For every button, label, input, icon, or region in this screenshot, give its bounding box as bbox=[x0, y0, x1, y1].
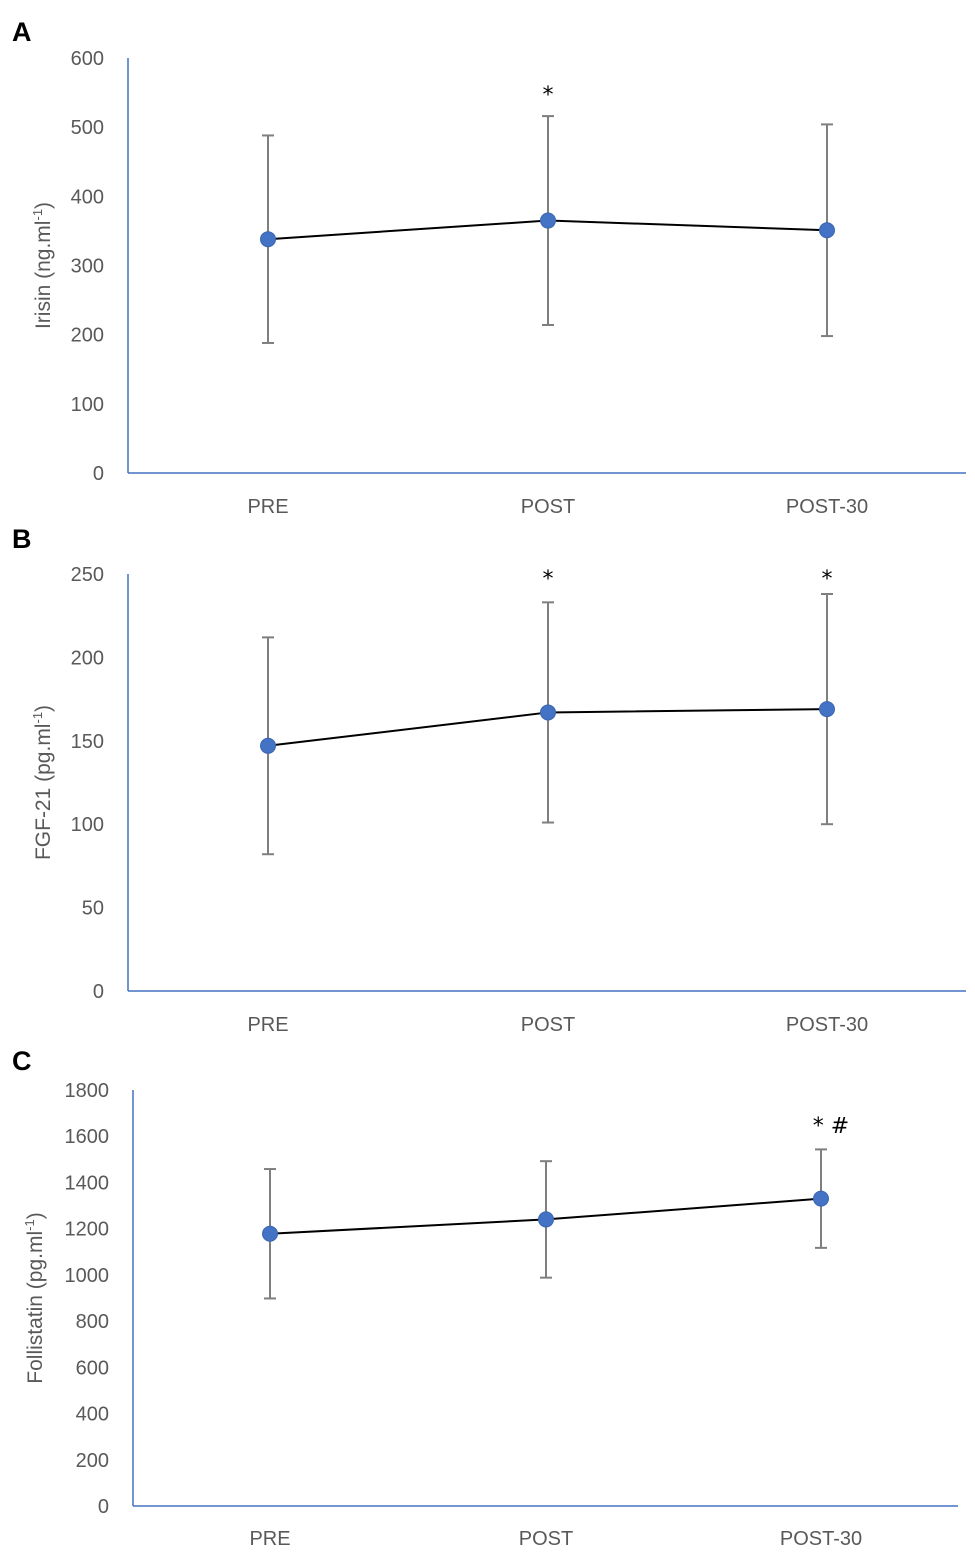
y-tick-label: 100 bbox=[71, 814, 104, 836]
x-tick-label: POST bbox=[521, 1014, 575, 1036]
y-axis-title: FGF-21 (pg.ml-1) bbox=[30, 705, 55, 860]
y-tick-label: 800 bbox=[76, 1311, 109, 1333]
y-tick-label: 1000 bbox=[65, 1265, 110, 1287]
x-tick-label: PRE bbox=[249, 1528, 290, 1550]
significance-marker: * # bbox=[813, 1114, 849, 1139]
data-point bbox=[819, 222, 835, 239]
data-point bbox=[262, 1225, 278, 1242]
x-tick-label: PRE bbox=[247, 496, 288, 518]
x-tick-label: POST-30 bbox=[786, 1014, 868, 1036]
significance-marker: * bbox=[543, 83, 554, 108]
y-tick-label: 1400 bbox=[65, 1172, 110, 1194]
y-tick-label: 50 bbox=[82, 898, 104, 920]
panel-letter: B bbox=[12, 524, 32, 554]
y-tick-label: 1600 bbox=[65, 1126, 110, 1148]
y-tick-label: 1200 bbox=[65, 1219, 110, 1241]
x-tick-label: POST bbox=[521, 496, 575, 518]
y-tick-label: 500 bbox=[71, 117, 104, 139]
data-point bbox=[540, 212, 556, 229]
x-tick-label: POST bbox=[519, 1528, 573, 1550]
significance-marker: * bbox=[543, 567, 554, 592]
data-point bbox=[813, 1190, 829, 1207]
x-tick-label: POST-30 bbox=[780, 1528, 862, 1550]
y-axis-title: Follistatin (pg.ml-1) bbox=[22, 1212, 47, 1383]
y-tick-label: 0 bbox=[93, 981, 104, 1003]
y-tick-label: 600 bbox=[76, 1357, 109, 1379]
y-axis-title: Irisin (ng.ml-1) bbox=[30, 202, 55, 329]
data-point bbox=[260, 737, 276, 754]
x-tick-label: PRE bbox=[247, 1014, 288, 1036]
y-tick-label: 200 bbox=[71, 325, 104, 347]
chart-panel-a: A 0 100 200 300 400 500 600 PRE POST POST-30 Irisin… bbox=[12, 17, 966, 518]
x-tick-label: POST-30 bbox=[786, 496, 868, 518]
panel-letter: C bbox=[12, 1046, 32, 1076]
y-tick-label: 1800 bbox=[65, 1080, 110, 1102]
y-tick-label: 0 bbox=[93, 463, 104, 485]
data-point bbox=[819, 701, 835, 718]
y-tick-label: 150 bbox=[71, 731, 104, 753]
chart-panel-c: C 0 200 400 600 800 1000 1200 1400 1600 1800 PRE POS… bbox=[12, 1046, 958, 1550]
significance-marker: * bbox=[822, 567, 833, 592]
y-tick-label: 200 bbox=[71, 647, 104, 669]
y-tick-label: 600 bbox=[71, 48, 104, 70]
data-point bbox=[260, 231, 276, 248]
chart-panel-b: B 0 50 100 150 200 250 PRE POST POST-30 FGF-21 (pg… bbox=[12, 524, 966, 1036]
data-point bbox=[540, 704, 556, 721]
y-tick-label: 250 bbox=[71, 564, 104, 586]
panel-letter: A bbox=[12, 17, 32, 47]
y-tick-label: 400 bbox=[71, 186, 104, 208]
data-point bbox=[538, 1211, 554, 1228]
y-tick-label: 200 bbox=[76, 1450, 109, 1472]
y-tick-label: 400 bbox=[76, 1404, 109, 1426]
y-tick-label: 0 bbox=[98, 1496, 109, 1518]
y-tick-label: 300 bbox=[71, 256, 104, 278]
y-tick-label: 100 bbox=[71, 394, 104, 416]
